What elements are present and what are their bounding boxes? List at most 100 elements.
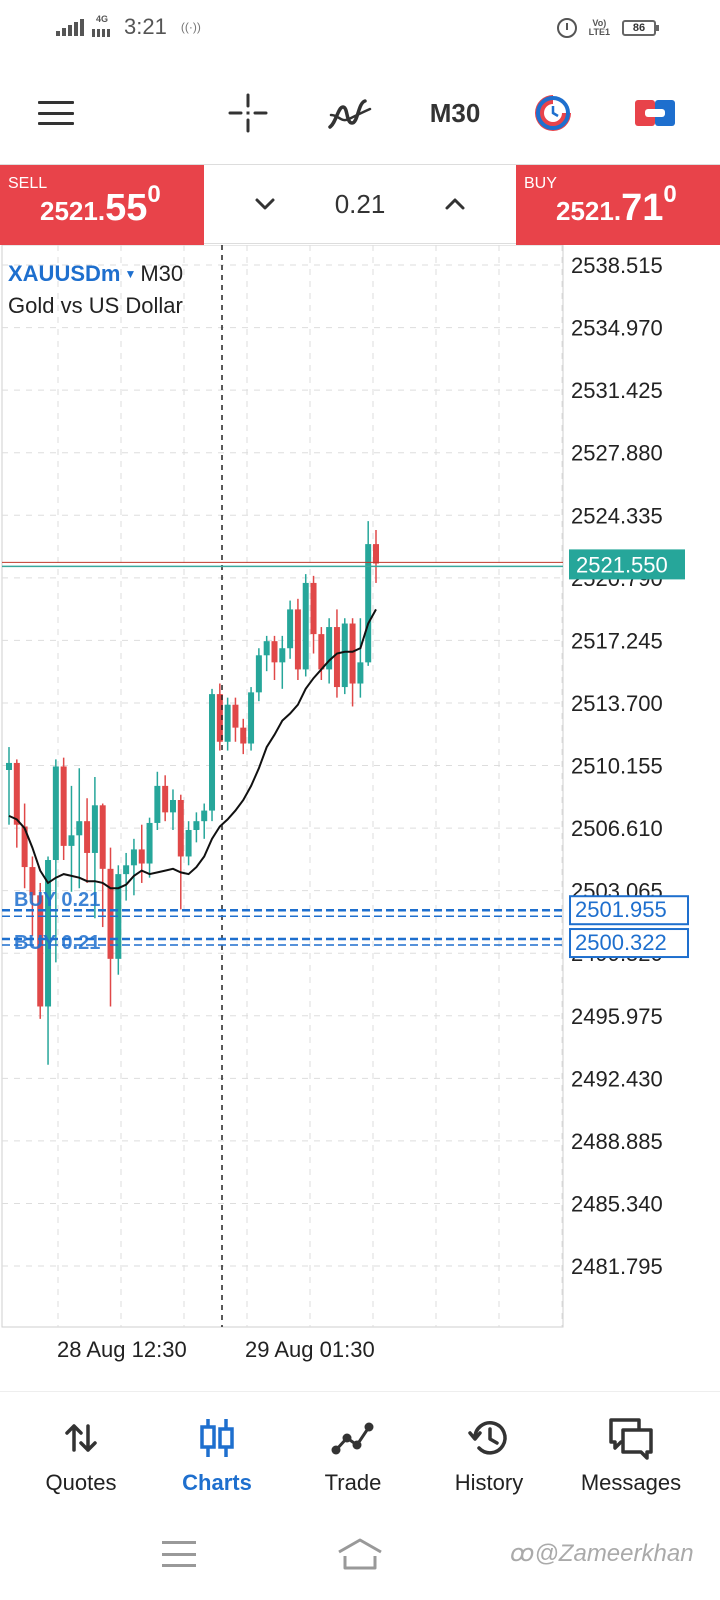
candle-bearish: [271, 641, 278, 663]
candle-bullish: [279, 648, 286, 663]
chart-canvas[interactable]: 2538.515 2534.970 2531.425 2527.880 2524.335…: [0, 245, 720, 1391]
nav-trade[interactable]: Trade: [288, 1410, 418, 1496]
status-bar-right: Vo) LTE1 86: [556, 18, 659, 38]
candle-bearish: [84, 821, 91, 853]
nav-quotes[interactable]: Quotes: [16, 1410, 146, 1496]
home-icon[interactable]: [336, 1537, 384, 1576]
candle-bearish: [240, 727, 247, 744]
crosshair-icon[interactable]: [226, 88, 270, 138]
volume-value[interactable]: 0.21: [334, 189, 386, 219]
candle-bearish: [37, 895, 44, 1007]
y-axis-label: 2527.880: [571, 441, 663, 466]
symbol-info: XAUUSDm ▼ M30 Gold vs US Dollar: [8, 261, 183, 319]
candle-bearish: [60, 766, 67, 846]
chart-toolbar: M30: [0, 62, 720, 164]
quotes-icon: [16, 1410, 146, 1466]
candle-bearish: [318, 634, 325, 670]
candle-bullish: [302, 582, 309, 670]
candle-bearish: [177, 800, 184, 857]
candle-bullish: [123, 865, 130, 875]
recent-apps-icon[interactable]: [162, 1541, 196, 1567]
buy-button[interactable]: BUY 2521.710: [516, 165, 720, 245]
candle-bullish: [326, 627, 333, 670]
candle-bullish: [287, 609, 294, 649]
candle-bullish: [115, 874, 122, 959]
y-axis-label: 2534.970: [571, 316, 663, 341]
candle-bearish: [29, 867, 36, 896]
volte-icon: Vo) LTE1: [588, 18, 610, 37]
candle-bullish: [52, 766, 59, 861]
signal-strength-icon: [56, 18, 84, 36]
y-axis-label: 2492.430: [571, 1066, 663, 1091]
menu-icon[interactable]: [36, 88, 76, 138]
candle-bullish: [154, 785, 161, 823]
timeframe-button[interactable]: M30: [429, 97, 481, 128]
order-price-box: [569, 928, 689, 959]
symbol-description: Gold vs US Dollar: [8, 293, 183, 318]
volume-decrease-chevron-icon[interactable]: [250, 189, 280, 219]
candle-bullish: [6, 762, 12, 771]
y-axis-label: 2510.155: [571, 754, 663, 779]
candle-bullish: [341, 623, 348, 688]
plot-frame: [1, 245, 564, 1328]
network-type-icon: 4G: [92, 14, 116, 37]
candle-bearish: [162, 785, 169, 813]
one-click-trading-panel: SELL 2521.550 0.21 BUY 2521.710: [0, 164, 720, 245]
candle-bullish: [169, 800, 176, 813]
candle-bearish: [310, 582, 317, 635]
x-axis-label: 29 Aug 01:30: [245, 1337, 375, 1362]
objects-icon[interactable]: [530, 88, 576, 138]
bottom-navigation: Quotes Charts Trade History Messages: [0, 1391, 720, 1521]
status-bar-left: 4G 3:21 ((·)): [56, 14, 201, 40]
candle-bullish: [248, 692, 255, 744]
candle-bearish: [138, 849, 145, 864]
battery-icon: 86: [622, 20, 659, 36]
nav-messages[interactable]: Messages: [566, 1410, 696, 1496]
price-chart[interactable]: 2538.515 2534.970 2531.425 2527.880 2524.335…: [0, 245, 720, 1391]
buy-price: 2521.710: [556, 181, 677, 229]
candle-bullish: [91, 805, 98, 853]
candle-bullish: [209, 694, 216, 811]
alarm-icon: [556, 18, 577, 38]
nav-history[interactable]: History: [424, 1410, 554, 1496]
volume-increase-chevron-icon[interactable]: [440, 189, 470, 219]
volume-control: 0.21: [204, 165, 516, 245]
trade-panel-icon[interactable]: [632, 88, 678, 138]
sell-label: SELL: [8, 175, 48, 192]
sell-button[interactable]: SELL 2521.550: [0, 165, 204, 245]
candle-bullish: [224, 704, 231, 742]
vibrate-icon: ((·)): [180, 20, 201, 34]
candle-bearish: [21, 826, 28, 868]
indicators-icon[interactable]: [326, 88, 374, 138]
candle-bullish: [263, 641, 270, 656]
y-axis-label: 2531.425: [571, 378, 663, 403]
candle-bullish: [365, 544, 372, 663]
y-axis-label: 2506.610: [571, 816, 663, 841]
messages-icon: [566, 1410, 696, 1466]
candle-bullish: [201, 810, 208, 822]
candle-bullish: [255, 655, 262, 693]
trade-icon: [288, 1410, 418, 1466]
symbol-name[interactable]: XAUUSDm: [8, 261, 121, 286]
candle-bearish: [333, 627, 340, 688]
symbol-dropdown-icon[interactable]: ▼: [124, 267, 137, 281]
candle-bullish: [130, 849, 137, 866]
candle-bearish: [373, 544, 379, 564]
candle-bullish: [357, 662, 364, 684]
symbol-timeframe: M30: [140, 261, 184, 286]
buy-label: BUY: [524, 175, 557, 192]
watermark: ꝏ@Zameerkhan: [510, 1540, 694, 1567]
y-axis-label: 2513.700: [571, 691, 663, 716]
order-price-label: 2500.322: [575, 930, 667, 955]
y-axis-label: 2485.340: [571, 1191, 663, 1216]
y-axis-label: 2517.245: [571, 628, 663, 653]
y-axis-label: 2538.515: [571, 253, 663, 278]
bid-price-box: [569, 549, 685, 580]
candle-bearish: [216, 694, 223, 742]
candle-bullish: [68, 835, 75, 846]
nav-charts[interactable]: Charts: [152, 1410, 282, 1496]
candle-bearish: [232, 704, 239, 728]
order-price-label: 2501.955: [575, 897, 667, 922]
bid-price-label: 2521.550: [576, 552, 668, 577]
candle-bearish: [99, 805, 106, 869]
